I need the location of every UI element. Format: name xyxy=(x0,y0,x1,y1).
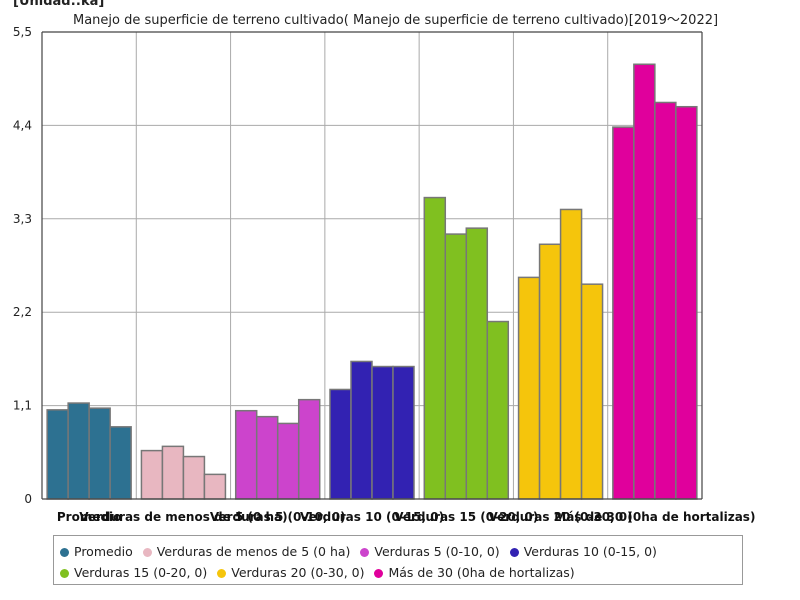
bar xyxy=(654,101,677,500)
bar xyxy=(67,402,90,500)
bar xyxy=(255,415,279,500)
y-tick-label: 1,1 xyxy=(13,399,32,413)
y-tick-label: 0 xyxy=(24,492,32,506)
legend-marker xyxy=(60,569,69,578)
y-tick-label: 4,4 xyxy=(13,118,32,132)
legend-item[interactable]: Promedio xyxy=(60,542,133,562)
legend-marker xyxy=(509,548,519,557)
bar xyxy=(675,105,698,500)
bar xyxy=(329,388,352,500)
bar xyxy=(182,455,206,500)
legend-label: Promedio xyxy=(74,544,133,559)
bar xyxy=(161,445,185,500)
y-tick-label: 2,2 xyxy=(13,305,32,319)
bar xyxy=(88,407,111,500)
legend-label: Verduras 10 (0-15, 0) xyxy=(523,544,657,559)
legend-marker xyxy=(60,548,69,557)
bar xyxy=(234,409,258,500)
bar xyxy=(297,398,321,500)
x-tick-label: Promedio xyxy=(57,510,122,524)
bar xyxy=(612,126,635,500)
bar xyxy=(423,196,447,500)
legend-marker xyxy=(360,548,370,557)
bar xyxy=(140,449,164,500)
y-tick-label: 3,3 xyxy=(13,212,32,226)
legend-item[interactable]: Verduras 20 (0-30, 0) xyxy=(217,563,364,583)
legend-marker xyxy=(374,569,384,578)
bar xyxy=(538,243,562,500)
x-tick-label: Verduras 10 (0-15, 0) xyxy=(300,510,444,524)
bar xyxy=(486,320,510,500)
legend-label: Verduras 5 (0-10, 0) xyxy=(374,544,500,559)
bar xyxy=(109,426,132,500)
bar xyxy=(46,409,69,500)
legend-label: Más de 30 (0ha de hortalizas) xyxy=(388,565,575,580)
legend-item[interactable]: Verduras 15 (0-20, 0) xyxy=(60,563,207,583)
legend-label: Verduras de menos de 5 (0 ha) xyxy=(156,544,351,559)
legend-label: Verduras 20 (0-30, 0) xyxy=(231,565,365,580)
x-tick-label: Verduras de menos de 5 (0 ha) xyxy=(79,510,287,524)
bar xyxy=(633,63,656,500)
x-tick-label: Verduras 5 (0-10, 0) xyxy=(210,510,346,524)
x-tick-label: Más de 30 (0ha de hortalizas) xyxy=(554,510,755,524)
x-tick-label: Verduras 20 (0-30, 0) xyxy=(489,510,633,524)
legend-item[interactable]: Verduras 10 (0-15, 0) xyxy=(509,542,657,562)
legend-label: Verduras 15 (0-20, 0) xyxy=(74,565,208,580)
legend-marker xyxy=(142,548,152,557)
bar xyxy=(203,473,227,500)
bar xyxy=(392,365,415,500)
legend: Promedio Verduras de menos de 5 (0 ha) Ver… xyxy=(53,535,743,585)
bar xyxy=(580,283,604,500)
y-tick-label: 5,5 xyxy=(13,25,32,39)
bar xyxy=(444,233,468,500)
unit-label: [Unidad::ka] xyxy=(13,0,105,9)
bar xyxy=(517,276,541,500)
chart-title: Manejo de superficie de terreno cultivad… xyxy=(73,13,719,28)
legend-item[interactable]: Verduras 5 (0-10, 0) xyxy=(360,542,500,562)
bar xyxy=(350,360,373,500)
bar xyxy=(276,422,300,500)
x-tick-label: Verduras 15 (0-20, 0) xyxy=(394,510,538,524)
bar xyxy=(465,227,489,500)
legend-marker xyxy=(217,569,227,578)
legend-item[interactable]: Verduras de menos de 5 (0 ha) xyxy=(142,542,351,562)
bar xyxy=(559,208,583,500)
legend-item[interactable]: Más de 30 (0ha de hortalizas) xyxy=(374,563,575,583)
bar xyxy=(371,365,394,500)
